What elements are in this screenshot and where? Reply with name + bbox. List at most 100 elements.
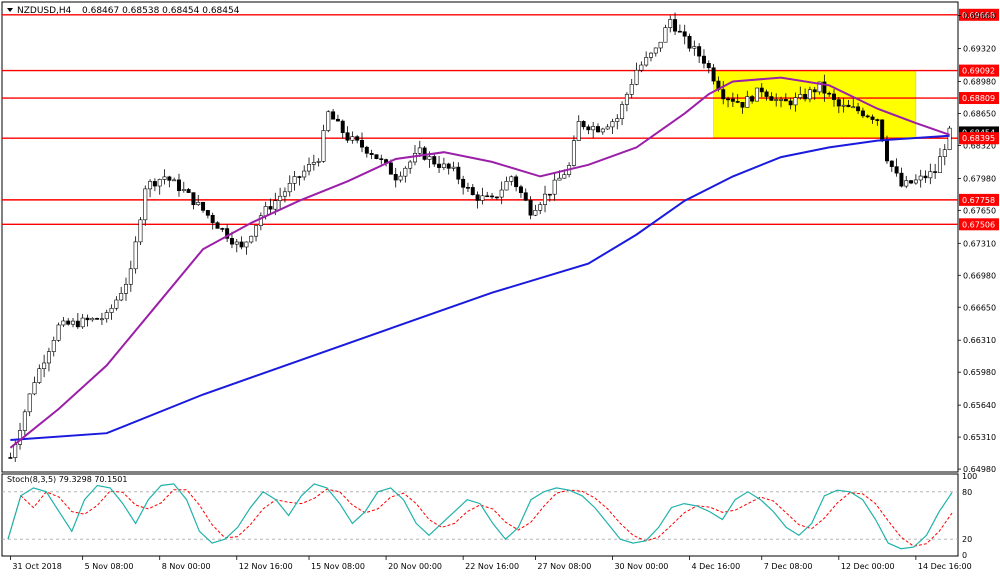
level-price-badge <box>959 218 999 231</box>
candle-body <box>75 320 80 328</box>
candle-body <box>61 320 66 326</box>
candle-body <box>90 318 95 321</box>
candle-body <box>412 153 417 163</box>
time-tick-label: 5 Nov 08:00 <box>85 562 134 571</box>
stochastic-scale-label: 80 <box>962 488 972 497</box>
candle-body <box>889 160 894 167</box>
candle-body <box>307 164 312 172</box>
candle-body <box>807 89 812 100</box>
candle-body <box>803 94 808 100</box>
candle-body <box>639 64 644 71</box>
level-price-badge <box>959 64 999 77</box>
candle-body <box>634 69 639 85</box>
slow-moving-average-line <box>10 134 950 441</box>
candle-body <box>32 382 37 395</box>
candle-body <box>644 57 649 66</box>
candle-body <box>311 162 316 165</box>
price-tick-label: 0.69660 <box>963 12 996 21</box>
candle-body <box>909 180 914 184</box>
candle-body <box>205 210 210 216</box>
level-price-label: 0.68395 <box>962 134 995 143</box>
candle-body <box>229 238 234 245</box>
candle-body <box>114 299 119 309</box>
candle-body <box>783 99 788 102</box>
candle-body <box>788 100 793 106</box>
candle-body <box>581 121 586 128</box>
candle-body <box>157 179 162 187</box>
candle-body <box>571 140 576 166</box>
candle-body <box>95 318 100 320</box>
candle-body <box>152 181 157 187</box>
candle-body <box>46 351 51 364</box>
time-tick-label: 14 Dec 16:00 <box>918 562 972 571</box>
candle-body <box>706 63 711 69</box>
candle-body <box>533 210 538 216</box>
candle-body <box>576 121 581 141</box>
candle-body <box>812 89 817 93</box>
time-tick-label: 4 Dec 16:00 <box>692 562 741 571</box>
price-tick-label: 0.68650 <box>963 109 996 118</box>
time-tick-label: 12 Nov 16:00 <box>239 562 293 571</box>
level-price-badge <box>959 132 999 145</box>
candle-body <box>446 163 451 169</box>
candle-body <box>465 187 470 189</box>
candle-body <box>210 215 215 223</box>
candle-body <box>509 176 514 182</box>
candle-body <box>615 118 620 122</box>
candle-body <box>282 191 287 197</box>
candle-body <box>827 92 832 95</box>
candle-body <box>947 127 952 150</box>
candle-body <box>80 317 85 328</box>
candle-body <box>355 136 360 141</box>
candle-body <box>543 193 548 205</box>
candle-body <box>721 89 726 100</box>
candle-body <box>239 241 244 248</box>
candle-body <box>875 119 880 121</box>
candle-body <box>485 195 490 198</box>
candle-body <box>104 312 109 320</box>
candle-body <box>162 176 167 180</box>
candle-body <box>697 46 702 57</box>
candle-body <box>518 186 523 194</box>
candle-body <box>687 35 692 49</box>
candle-body <box>456 166 461 180</box>
candle-body <box>913 179 918 184</box>
candle-body <box>591 126 596 131</box>
candle-body <box>504 181 509 191</box>
candle-body <box>451 166 456 169</box>
candle-body <box>408 161 413 169</box>
dropdown-triangle-icon[interactable] <box>7 8 13 12</box>
candle-body <box>234 241 239 245</box>
level-price-label: 0.67758 <box>962 196 995 205</box>
candle-body <box>918 175 923 181</box>
candle-body <box>557 177 562 181</box>
candle-body <box>822 81 827 94</box>
candle-body <box>186 189 191 193</box>
candle-body <box>244 241 249 248</box>
candle-body <box>215 222 220 229</box>
time-tick-label: 20 Nov 00:00 <box>388 562 442 571</box>
candle-body <box>292 176 297 184</box>
candle-body <box>668 19 673 28</box>
candle-body <box>677 30 682 33</box>
candle-body <box>846 104 851 108</box>
candle-body <box>335 118 340 122</box>
candle-body <box>196 202 201 206</box>
candle-body <box>629 84 634 95</box>
candle-body <box>8 457 13 459</box>
candle-body <box>321 130 326 162</box>
fast-moving-average-line <box>9 76 950 449</box>
candle-body <box>933 171 938 173</box>
time-tick-label: 22 Nov 16:00 <box>465 562 519 571</box>
candle-body <box>552 179 557 195</box>
price-tick-label: 0.66650 <box>963 303 996 312</box>
stochastic-signal-line <box>7 488 953 547</box>
candle-body <box>109 307 114 313</box>
candle-body <box>345 132 350 141</box>
candle-body <box>470 187 475 196</box>
level-price-badge <box>959 8 999 21</box>
candle-body <box>841 104 846 107</box>
ohlc-values: 0.68467 0.68538 0.68454 0.68454 <box>82 6 240 16</box>
stochastic-layer: 100 80 20 0 <box>2 472 977 560</box>
candle-body <box>331 111 336 120</box>
